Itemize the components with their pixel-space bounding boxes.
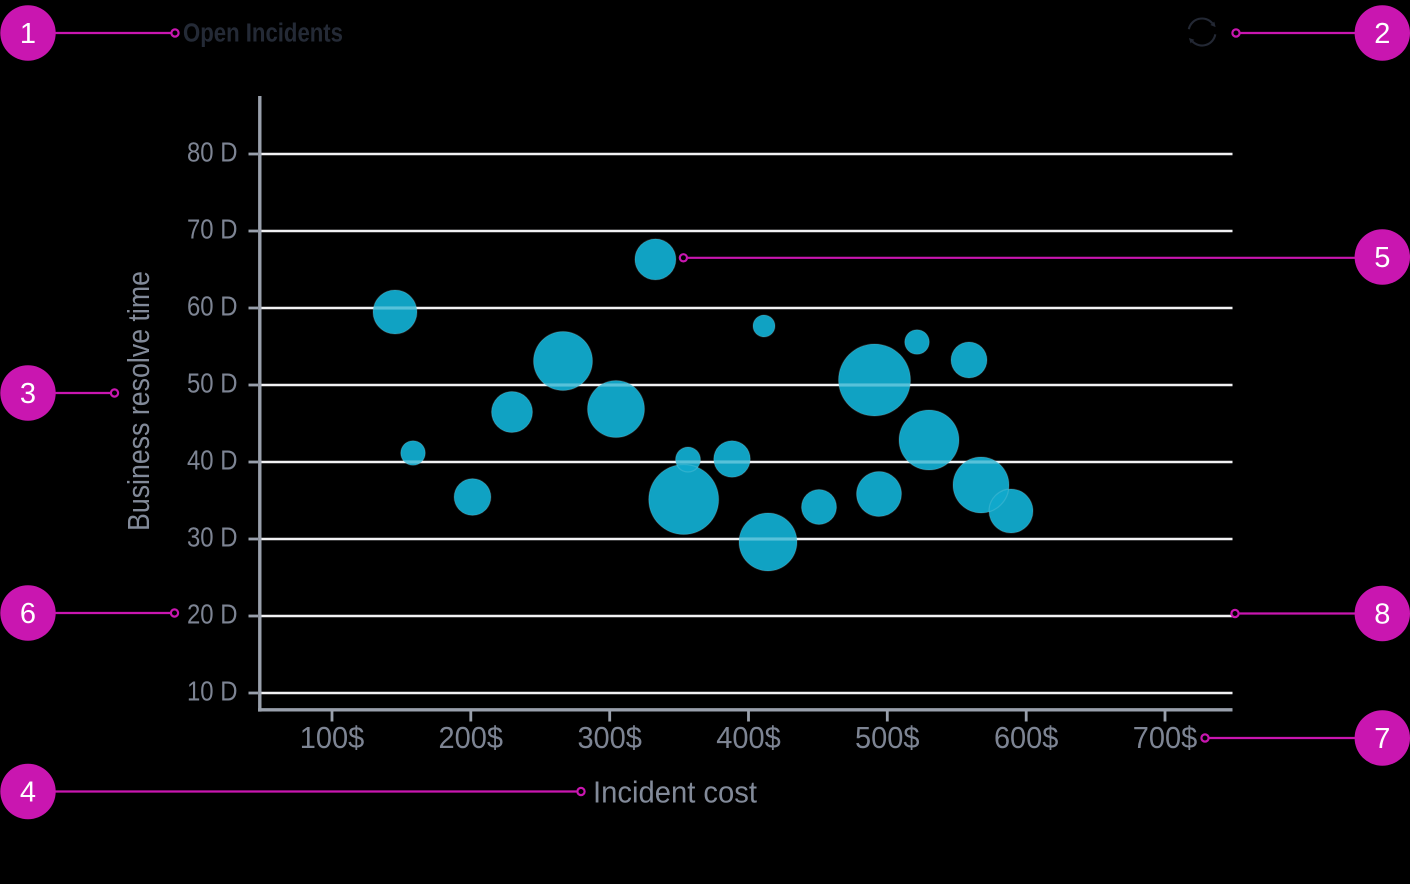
svg-text:50 D: 50 D bbox=[187, 368, 238, 399]
svg-text:4: 4 bbox=[20, 777, 36, 809]
svg-text:Incident cost: Incident cost bbox=[593, 775, 757, 810]
svg-text:3: 3 bbox=[20, 378, 36, 410]
svg-text:70 D: 70 D bbox=[187, 214, 238, 245]
svg-text:600$: 600$ bbox=[994, 720, 1059, 755]
svg-text:300$: 300$ bbox=[577, 720, 642, 755]
svg-text:7: 7 bbox=[1374, 723, 1390, 755]
svg-text:400$: 400$ bbox=[716, 720, 781, 755]
svg-text:40 D: 40 D bbox=[187, 445, 238, 476]
svg-text:Business resolve time: Business resolve time bbox=[121, 271, 156, 531]
svg-text:30 D: 30 D bbox=[187, 522, 238, 553]
svg-text:100$: 100$ bbox=[300, 720, 365, 755]
svg-text:1: 1 bbox=[20, 18, 36, 50]
svg-text:5: 5 bbox=[1374, 242, 1390, 274]
svg-text:60 D: 60 D bbox=[187, 291, 238, 322]
svg-text:80 D: 80 D bbox=[187, 137, 238, 168]
svg-text:20 D: 20 D bbox=[187, 599, 238, 630]
svg-text:2: 2 bbox=[1374, 18, 1390, 50]
svg-text:10 D: 10 D bbox=[187, 676, 238, 707]
svg-text:500$: 500$ bbox=[855, 720, 920, 755]
svg-text:6: 6 bbox=[20, 598, 36, 630]
svg-text:700$: 700$ bbox=[1133, 720, 1198, 755]
svg-text:200$: 200$ bbox=[439, 720, 504, 755]
svg-text:8: 8 bbox=[1374, 599, 1390, 631]
svg-text:Open Incidents: Open Incidents bbox=[183, 20, 343, 48]
